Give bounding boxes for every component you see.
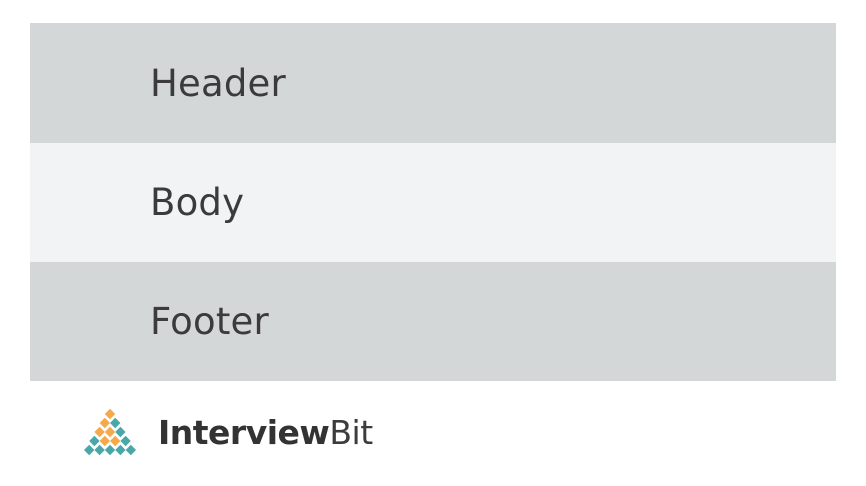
logo-diamond xyxy=(104,426,116,438)
brand-light-text: Bit xyxy=(329,412,373,452)
logo-diamond xyxy=(89,435,100,447)
footer-label: Footer xyxy=(150,300,269,343)
logo-diamond xyxy=(115,444,126,456)
footer-section: Footer xyxy=(30,262,836,381)
logo-diamond xyxy=(115,426,126,438)
logo-diamond xyxy=(94,426,105,438)
header-section: Header xyxy=(30,23,836,143)
logo-diamond xyxy=(125,444,136,456)
logo-diamond xyxy=(84,444,95,456)
logo-diamond xyxy=(120,435,131,447)
logo-diamond xyxy=(94,444,105,456)
body-section: Body xyxy=(30,143,836,262)
logo-diamond xyxy=(99,435,110,447)
interviewbit-logo: InterviewBit xyxy=(68,404,373,460)
brand-bold-text: Interview xyxy=(158,412,330,452)
layout-diagram: Header Body Footer xyxy=(30,23,836,381)
brand-wordmark: InterviewBit xyxy=(158,416,373,449)
logo-diamond xyxy=(104,408,116,420)
logo-diamond xyxy=(110,435,121,447)
body-label: Body xyxy=(150,181,245,224)
diamond-grid-icon xyxy=(84,408,136,456)
logo-diamond xyxy=(110,417,121,429)
header-label: Header xyxy=(150,61,286,105)
logo-diamond xyxy=(99,417,110,429)
logo-diamond xyxy=(104,444,116,456)
